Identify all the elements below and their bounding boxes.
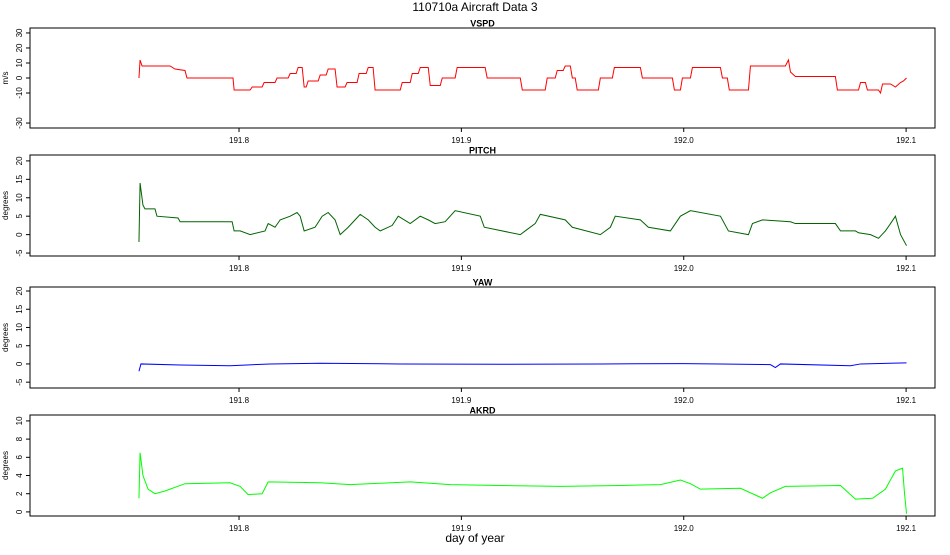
- x-tick-label: 192.1: [896, 524, 917, 533]
- x-tick-label: 192.0: [674, 264, 695, 273]
- y-tick-label: 10: [15, 322, 24, 331]
- y-tick-label: 20: [15, 286, 24, 295]
- x-tick-label: 192.1: [896, 136, 917, 145]
- y-tick-label: 10: [15, 416, 24, 425]
- y-tick-label: -5: [15, 378, 24, 386]
- x-axis-label: day of year: [445, 531, 504, 545]
- x-tick-label: 191.9: [451, 264, 472, 273]
- y-tick-label: 20: [15, 156, 24, 165]
- data-line: [138, 452, 908, 514]
- y-tick-label: 5: [15, 343, 24, 348]
- y-tick-label: 0: [15, 509, 24, 514]
- y-tick-label: 0: [15, 361, 24, 366]
- y-tick-label: 5: [15, 213, 24, 218]
- y-tick-label: 20: [15, 43, 24, 52]
- y-tick-label: 4: [15, 473, 24, 478]
- data-line: [138, 182, 907, 246]
- x-tick-label: 192.0: [674, 136, 695, 145]
- x-tick-label: 191.8: [229, 264, 250, 273]
- y-tick-label: -5: [15, 249, 24, 257]
- panel-title: PITCH: [469, 145, 496, 155]
- y-tick-label: 10: [15, 193, 24, 202]
- figure-title: 110710a Aircraft Data 3: [412, 0, 538, 14]
- x-tick-label: 191.8: [229, 524, 250, 533]
- x-tick-label: 191.9: [451, 396, 472, 405]
- plot-frame: [29, 414, 936, 517]
- x-tick-label: 192.0: [674, 396, 695, 405]
- y-tick-label: 0: [15, 232, 24, 237]
- y-axis-label: degrees: [1, 451, 10, 480]
- y-tick-label: -10: [15, 87, 24, 99]
- panel-title: YAW: [473, 277, 493, 287]
- y-tick-label: 2: [15, 491, 24, 496]
- y-tick-label: 8: [15, 436, 24, 441]
- plot-frame: [29, 27, 936, 129]
- y-tick-label: 15: [15, 174, 24, 183]
- y-tick-label: -30: [15, 117, 24, 129]
- y-tick-label: 0: [15, 75, 24, 80]
- plot-frame: [29, 286, 936, 389]
- x-tick-label: 192.0: [674, 524, 695, 533]
- plot-frame: [29, 154, 936, 257]
- data-line: [138, 362, 907, 372]
- panel-title: AKRD: [470, 405, 496, 415]
- x-tick-label: 192.1: [896, 264, 917, 273]
- y-axis-label: degrees: [1, 323, 10, 352]
- y-tick-label: 6: [15, 455, 24, 460]
- y-tick-label: 10: [15, 58, 24, 67]
- data-line: [138, 58, 907, 95]
- y-tick-label: 30: [15, 28, 24, 37]
- x-tick-label: 191.8: [229, 136, 250, 145]
- y-axis-label: m/s: [1, 72, 10, 85]
- x-tick-label: 191.9: [451, 524, 472, 533]
- y-tick-label: 15: [15, 304, 24, 313]
- y-axis-label: degrees: [1, 191, 10, 220]
- x-tick-label: 191.9: [451, 136, 472, 145]
- x-tick-label: 191.8: [229, 396, 250, 405]
- x-tick-label: 192.1: [896, 396, 917, 405]
- panel-title: VSPD: [470, 18, 495, 28]
